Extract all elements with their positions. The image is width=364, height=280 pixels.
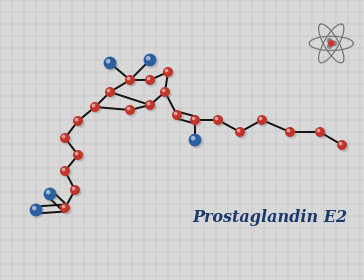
Point xyxy=(71,186,76,191)
Point xyxy=(62,206,68,210)
Point xyxy=(215,118,221,122)
Text: Prostaglandin E2: Prostaglandin E2 xyxy=(193,209,348,227)
Point xyxy=(33,208,39,212)
Point xyxy=(48,193,54,198)
Point xyxy=(174,113,180,117)
Point xyxy=(331,41,337,46)
Point xyxy=(286,128,292,133)
Point xyxy=(318,131,324,136)
Point xyxy=(147,103,153,107)
Point xyxy=(194,139,199,144)
Point xyxy=(192,118,198,122)
Point xyxy=(91,103,96,108)
Point xyxy=(64,207,70,212)
Point xyxy=(126,106,131,111)
Point xyxy=(328,41,334,46)
Point xyxy=(75,153,81,157)
Point xyxy=(214,116,219,121)
Point xyxy=(128,109,134,114)
Point xyxy=(238,131,244,136)
Point xyxy=(149,104,154,109)
Point xyxy=(163,91,169,96)
Point xyxy=(106,88,111,93)
Point xyxy=(76,154,82,159)
Point xyxy=(127,78,133,82)
Point xyxy=(94,106,99,111)
Point xyxy=(327,39,333,43)
Point xyxy=(194,119,199,124)
Point xyxy=(105,59,111,63)
Point xyxy=(61,204,67,209)
Point xyxy=(145,56,151,60)
Point xyxy=(237,130,243,134)
Point xyxy=(74,189,79,194)
Point xyxy=(162,90,168,94)
Point xyxy=(146,76,151,81)
Point xyxy=(259,118,265,122)
Point xyxy=(190,136,196,140)
Point xyxy=(147,78,153,82)
Point xyxy=(167,71,173,76)
Point xyxy=(107,61,113,65)
Point xyxy=(31,206,37,210)
Point xyxy=(35,209,40,214)
Point xyxy=(289,131,294,136)
Point xyxy=(261,119,266,124)
Point xyxy=(192,138,198,142)
Point xyxy=(75,119,81,123)
Point xyxy=(317,130,323,134)
Point xyxy=(74,117,79,122)
Point xyxy=(341,144,347,149)
Point xyxy=(108,62,114,67)
Point xyxy=(287,130,293,134)
Point xyxy=(127,108,133,112)
Point xyxy=(107,90,113,94)
Point xyxy=(64,137,70,142)
Point xyxy=(128,79,134,84)
Point xyxy=(45,190,51,194)
Point xyxy=(126,76,131,81)
Point xyxy=(316,128,321,133)
Point xyxy=(191,116,197,121)
Point xyxy=(62,136,68,140)
Point xyxy=(258,116,264,121)
Point xyxy=(339,143,345,147)
Point xyxy=(149,59,154,64)
Point xyxy=(147,58,153,62)
Point xyxy=(338,141,344,146)
Point xyxy=(146,101,151,106)
Point xyxy=(47,192,53,196)
Point xyxy=(108,91,114,96)
Point xyxy=(72,188,78,192)
Point xyxy=(62,169,68,173)
Point xyxy=(165,70,171,74)
Point xyxy=(164,68,170,73)
Point xyxy=(217,119,222,124)
Point xyxy=(236,128,241,133)
Point xyxy=(161,88,166,93)
Point xyxy=(74,151,79,156)
Point xyxy=(76,120,82,125)
Point xyxy=(92,105,98,109)
Point xyxy=(173,111,178,116)
Point xyxy=(61,167,67,172)
Point xyxy=(64,170,70,175)
Point xyxy=(327,44,333,48)
Point xyxy=(175,114,181,119)
Point xyxy=(149,79,154,84)
Point xyxy=(61,134,67,139)
